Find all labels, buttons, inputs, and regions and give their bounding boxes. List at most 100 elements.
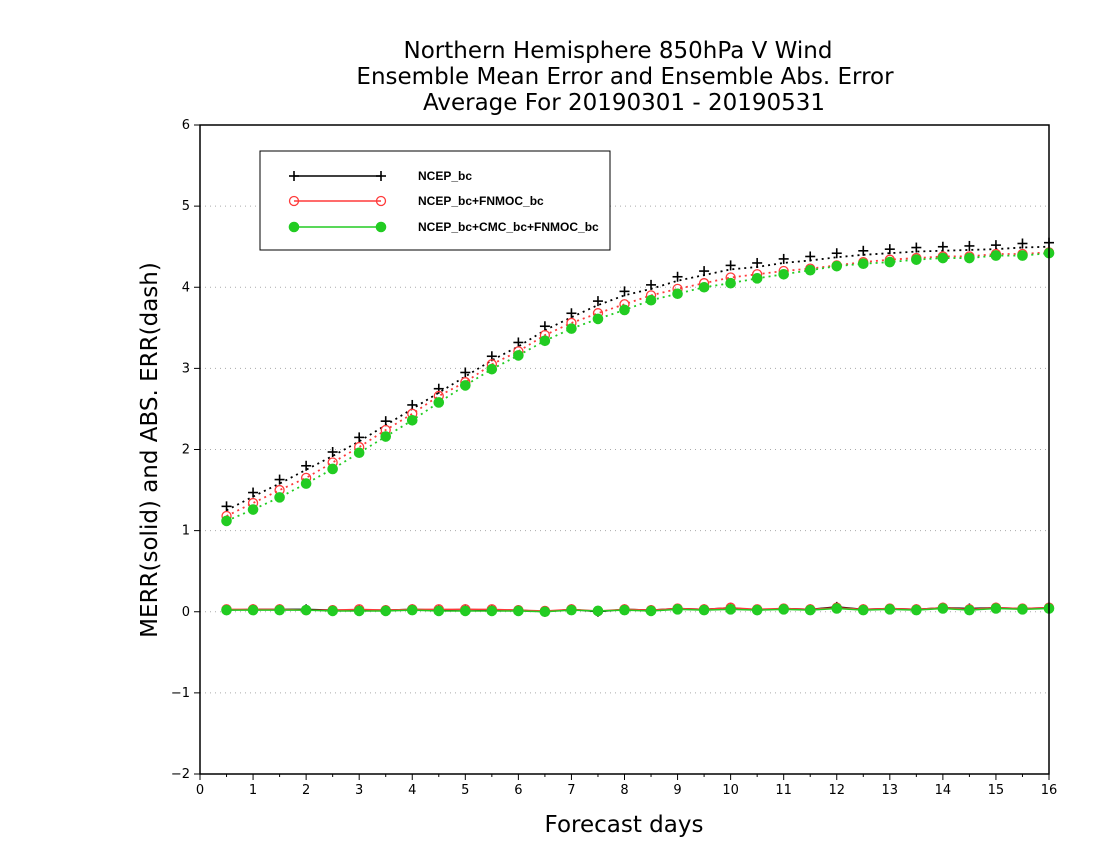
legend-marker <box>375 195 387 207</box>
abs-err-point-ncep-bc <box>990 240 1001 251</box>
title-line-3: Average For 20190301 - 20190531 <box>423 90 825 116</box>
abs-err-point-ncep-bc-cmc-bc-fnmoc-bc <box>513 350 524 361</box>
abs-err-point-ncep-bc-cmc-bc-fnmoc-bc <box>300 478 312 489</box>
abs-err-point-ncep-bc-cmc-bc-fnmoc-bc <box>990 250 1002 261</box>
y-tick-label: −1 <box>171 686 190 701</box>
abs-err-point-ncep-bc-cmc-bc-fnmoc-bc <box>327 463 338 475</box>
mean-err-point-ncep-bc-cmc-bc-fnmoc-bc <box>406 604 418 616</box>
mean-err-point-ncep-bc-cmc-bc-fnmoc-bc <box>380 605 392 617</box>
mean-err-point-ncep-bc-cmc-bc-fnmoc-bc <box>857 604 869 616</box>
x-tick-label: 7 <box>567 783 575 798</box>
abs-err-point-ncep-bc-cmc-bc-fnmoc-bc <box>831 260 843 272</box>
title-line-1: Northern Hemisphere 850hPa V Wind <box>404 38 833 64</box>
mean-err-point-ncep-bc-cmc-bc-fnmoc-bc <box>619 604 630 616</box>
legend-label: NCEP_bc <box>418 169 472 183</box>
mean-err-point-ncep-bc-cmc-bc-fnmoc-bc <box>990 603 1002 614</box>
x-tick-label: 11 <box>775 783 792 798</box>
mean-err-point-ncep-bc-cmc-bc-fnmoc-bc <box>221 604 232 616</box>
abs-err-point-ncep-bc <box>858 245 869 256</box>
abs-err-point-ncep-bc-cmc-bc-fnmoc-bc <box>804 264 816 276</box>
x-tick-label: 12 <box>828 783 845 798</box>
x-tick-label: 6 <box>514 783 522 798</box>
abs-err-point-ncep-bc <box>380 416 391 427</box>
plot-series <box>221 237 1055 618</box>
mean-err-point-ncep-bc-cmc-bc-fnmoc-bc <box>725 604 736 615</box>
series-ncep-bc-cmc-bc-fnmoc-bc <box>221 247 1055 618</box>
abs-err-point-ncep-bc-cmc-bc-fnmoc-bc <box>380 431 392 442</box>
x-tick-label: 1 <box>249 783 257 798</box>
abs-err-point-ncep-bc <box>407 399 418 410</box>
mean-err-point-ncep-bc-cmc-bc-fnmoc-bc <box>884 604 896 615</box>
mean-err-point-ncep-bc-cmc-bc-fnmoc-bc <box>698 604 710 616</box>
abs-err-point-ncep-bc-cmc-bc-fnmoc-bc <box>937 252 949 264</box>
mean-err-point-ncep-bc-cmc-bc-fnmoc-bc <box>831 603 843 614</box>
abs-err-point-ncep-bc <box>539 321 550 332</box>
mean-err-point-ncep-bc-cmc-bc-fnmoc-bc <box>433 605 445 617</box>
abs-err-point-ncep-bc-cmc-bc-fnmoc-bc <box>645 294 657 306</box>
x-axis-label: Forecast days <box>545 812 704 838</box>
y-tick-label: 0 <box>182 605 190 620</box>
abs-err-point-ncep-bc-cmc-bc-fnmoc-bc <box>778 268 789 280</box>
legend-marker <box>375 221 387 233</box>
abs-err-point-ncep-bc <box>725 260 736 271</box>
legend-item-ncep-bc: NCEP_bc <box>289 169 472 183</box>
y-tick-label: 4 <box>182 280 190 295</box>
mean-err-point-ncep-bc-cmc-bc-fnmoc-bc <box>751 604 763 616</box>
legend-marker <box>289 171 299 181</box>
series-ncep-bc-fnmoc-bc <box>221 247 1055 617</box>
abs-err-point-ncep-bc-cmc-bc-fnmoc-bc <box>911 254 922 265</box>
x-axis: 0 1 2 3 4 5 6 7 8 9 10 11 12 13 14 15 16 <box>196 774 1057 798</box>
abs-err-point-ncep-bc-cmc-bc-fnmoc-bc <box>539 335 551 347</box>
abs-err-point-ncep-bc-cmc-bc-fnmoc-bc <box>751 273 763 284</box>
y-tick-label: 3 <box>182 361 190 376</box>
chart-title: Northern Hemisphere 850hPa V Wind Ensemb… <box>356 38 894 116</box>
abs-err-point-ncep-bc-cmc-bc-fnmoc-bc <box>353 447 365 459</box>
abs-err-point-ncep-bc <box>248 487 259 498</box>
series-ncep-bc <box>221 237 1054 617</box>
legend-item-ncep-bc-fnmoc-bc: NCEP_bc+FNMOC_bc <box>288 194 544 208</box>
y-axis-label: MERR(solid) and ABS. ERR(dash) <box>137 262 163 638</box>
abs-err-point-ncep-bc-cmc-bc-fnmoc-bc <box>433 397 445 408</box>
mean-err-point-ncep-bc-cmc-bc-fnmoc-bc <box>539 606 551 618</box>
abs-err-point-ncep-bc <box>672 271 683 282</box>
y-tick-label: 1 <box>182 524 190 539</box>
gridlines <box>200 205 1049 694</box>
abs-err-point-ncep-bc-cmc-bc-fnmoc-bc <box>672 288 683 300</box>
abs-err-point-ncep-bc-cmc-bc-fnmoc-bc <box>566 323 577 334</box>
abs-err-point-ncep-bc-cmc-bc-fnmoc-bc <box>1017 250 1028 261</box>
x-tick-label: 13 <box>882 783 899 798</box>
mean-err-point-ncep-bc-cmc-bc-fnmoc-bc <box>486 605 498 617</box>
title-line-2: Ensemble Mean Error and Ensemble Abs. Er… <box>356 64 894 90</box>
abs-err-point-ncep-bc-cmc-bc-fnmoc-bc <box>857 258 869 270</box>
abs-err-point-ncep-bc-cmc-bc-fnmoc-bc <box>698 281 710 293</box>
abs-err-point-ncep-bc <box>221 501 232 512</box>
abs-err-point-ncep-bc-cmc-bc-fnmoc-bc <box>221 515 232 527</box>
abs-err-point-ncep-bc <box>327 446 338 457</box>
abs-err-point-ncep-bc <box>911 242 922 253</box>
abs-err-point-ncep-bc <box>964 240 975 251</box>
abs-err-point-ncep-bc-cmc-bc-fnmoc-bc <box>460 380 471 391</box>
abs-err-point-ncep-bc <box>778 253 789 264</box>
abs-err-point-ncep-bc <box>274 474 285 485</box>
mean-err-point-ncep-bc-cmc-bc-fnmoc-bc <box>911 604 922 616</box>
mean-err-point-ncep-bc-cmc-bc-fnmoc-bc <box>592 605 604 617</box>
mean-err-point-ncep-bc-cmc-bc-fnmoc-bc <box>964 604 975 616</box>
abs-err-point-ncep-bc-cmc-bc-fnmoc-bc <box>725 277 736 289</box>
mean-err-point-ncep-bc-cmc-bc-fnmoc-bc <box>937 603 949 614</box>
mean-err-point-ncep-bc-cmc-bc-fnmoc-bc <box>247 604 259 616</box>
mean-err-point-ncep-bc-cmc-bc-fnmoc-bc <box>274 604 285 616</box>
abs-err-point-ncep-bc <box>592 296 603 307</box>
abs-err-point-ncep-bc <box>1017 238 1028 249</box>
y-tick-label: 2 <box>182 443 190 458</box>
mean-err-point-ncep-bc-cmc-bc-fnmoc-bc <box>645 605 657 617</box>
abs-err-point-ncep-bc-cmc-bc-fnmoc-bc <box>884 256 896 268</box>
x-tick-label: 3 <box>355 783 363 798</box>
abs-err-point-ncep-bc-cmc-bc-fnmoc-bc <box>592 313 604 325</box>
legend-label: NCEP_bc+CMC_bc+FNMOC_bc <box>418 220 599 234</box>
mean-err-point-ncep-bc-cmc-bc-fnmoc-bc <box>460 605 471 617</box>
x-tick-label: 16 <box>1041 783 1058 798</box>
abs-err-line-ncep-bc <box>226 245 1050 512</box>
mean-err-point-ncep-bc-cmc-bc-fnmoc-bc <box>300 604 312 616</box>
abs-err-point-ncep-bc-cmc-bc-fnmoc-bc <box>406 414 418 426</box>
